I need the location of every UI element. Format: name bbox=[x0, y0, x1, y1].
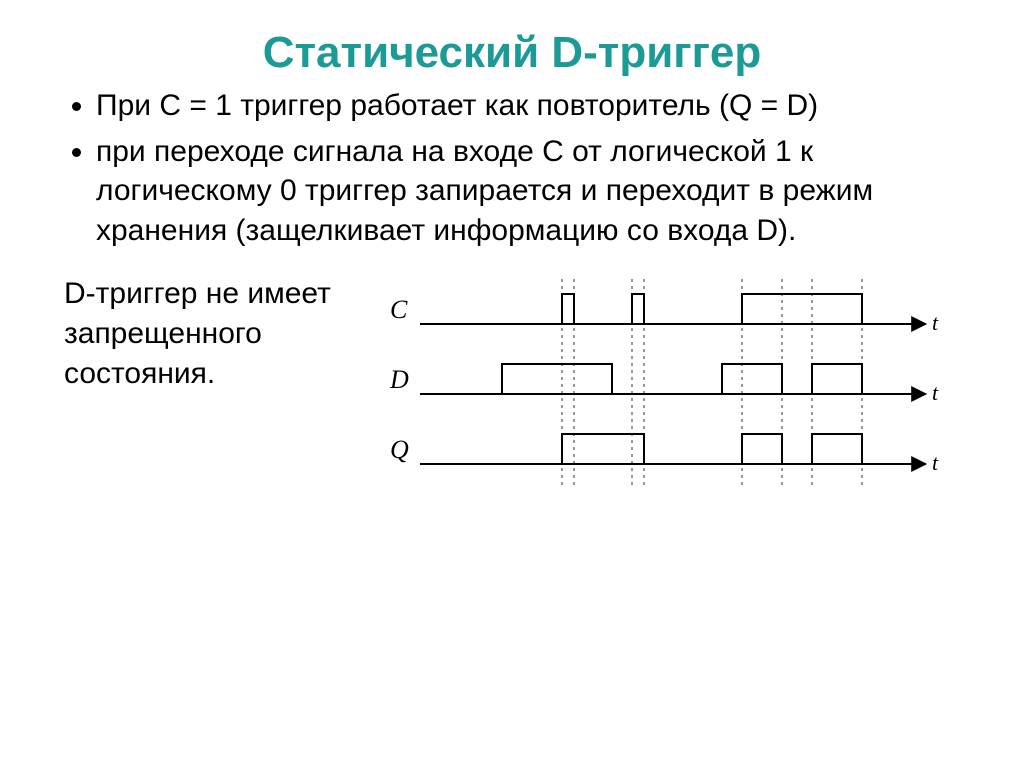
svg-text:D: D bbox=[389, 365, 409, 394]
svg-text:C: C bbox=[390, 295, 408, 324]
svg-text:t: t bbox=[932, 380, 939, 405]
bullet-list: При С = 1 триггер работает как повторите… bbox=[60, 86, 964, 250]
slide-title: Статический D-триггер bbox=[60, 28, 964, 78]
svg-text:Q: Q bbox=[390, 435, 409, 464]
svg-text:t: t bbox=[932, 450, 939, 475]
timing-diagram: Ct Dt Qt bbox=[382, 274, 964, 494]
bullet-item: при переходе сигнала на входе С от логич… bbox=[96, 132, 964, 251]
svg-text:t: t bbox=[932, 310, 939, 335]
side-note: D-триггер не имеет запрещенного состояни… bbox=[60, 274, 354, 393]
bullet-item: При С = 1 триггер работает как повторите… bbox=[96, 86, 964, 126]
